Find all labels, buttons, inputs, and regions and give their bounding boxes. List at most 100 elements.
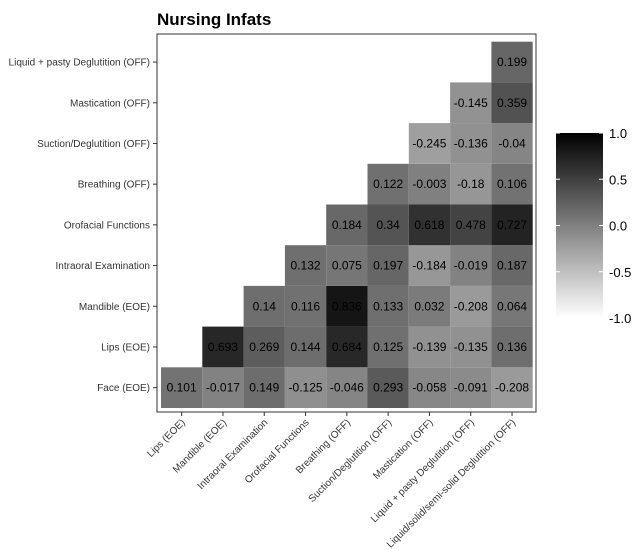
cell-value-label: 0.199 xyxy=(497,55,527,69)
heatmap-cell xyxy=(284,285,327,327)
y-tick-label: Breathing (OFF) xyxy=(78,180,150,191)
heatmap-cell xyxy=(450,123,492,164)
cell-value-label: 0.101 xyxy=(167,381,197,395)
heatmap-cell xyxy=(491,285,533,327)
heatmap-cell xyxy=(450,163,492,205)
heatmap-cell xyxy=(408,367,451,408)
cell-value-label: 0.116 xyxy=(291,299,320,313)
heatmap-cell xyxy=(367,285,409,327)
heatmap-cell xyxy=(326,367,368,408)
cell-value-label: 0.144 xyxy=(291,340,321,354)
cell-value-label: 0.125 xyxy=(373,340,403,354)
heatmap-cell xyxy=(450,285,492,327)
heatmap-cell xyxy=(367,326,409,368)
heatmap-cell xyxy=(450,82,492,124)
legend-tick-label: 0.0 xyxy=(609,219,627,234)
cell-value-label: -0.135 xyxy=(454,340,488,354)
legend-colorbar xyxy=(556,133,603,318)
cell-value-label: -0.136 xyxy=(454,136,488,150)
cell-value-label: -0.208 xyxy=(454,299,488,313)
heatmap-cell xyxy=(161,367,203,408)
cell-value-label: -0.003 xyxy=(412,177,446,191)
heatmap-cells: 0.101 -0.017 0.149 -0.125 -0.046 0.293 -0.058-… xyxy=(161,41,533,408)
legend-tick-label: -0.5 xyxy=(609,265,631,280)
heatmap-cell xyxy=(408,245,451,286)
cell-value-label: 0.836 xyxy=(332,299,362,313)
cell-value-label: 0.478 xyxy=(456,218,486,232)
cell-value-label: 0.34 xyxy=(376,218,400,232)
cell-value-label: 0.197 xyxy=(373,259,403,273)
cell-value-label: 0.269 xyxy=(249,340,279,354)
heatmap-cell xyxy=(367,367,409,408)
heatmap-cell xyxy=(450,367,492,408)
heatmap-cell xyxy=(284,367,327,408)
legend-tick-label: 1.0 xyxy=(609,126,627,141)
cell-value-label: -0.019 xyxy=(454,259,488,273)
cell-value-label: 0.122 xyxy=(373,177,403,191)
x-tick-label: Suction/Deglutition (OFF) xyxy=(307,417,395,505)
legend-tick-label: -1.0 xyxy=(609,311,631,326)
heatmap-cell xyxy=(202,367,244,408)
heatmap-cell xyxy=(491,41,533,83)
cell-value-label: 0.727 xyxy=(497,218,527,232)
x-tick-label: Intraoral Examination xyxy=(196,417,271,492)
cell-value-label: -0.04 xyxy=(498,136,526,150)
cell-value-label: 0.136 xyxy=(497,340,527,354)
y-tick-label: Face (EOE) xyxy=(97,383,150,394)
heatmap-cell xyxy=(408,285,451,327)
cell-value-label: 0.133 xyxy=(373,299,403,313)
heatmap-cell xyxy=(326,204,368,246)
y-tick-label: Mastication (OFF) xyxy=(70,98,150,109)
heatmap-cell xyxy=(367,204,409,246)
y-tick-label: Mandible (EOE) xyxy=(79,302,150,313)
chart-title: Nursing Infats xyxy=(157,10,271,29)
cell-value-label: 0.032 xyxy=(414,299,444,313)
cell-value-label: 0.684 xyxy=(332,340,362,354)
cell-value-label: 0.693 xyxy=(208,340,238,354)
heatmap-cell xyxy=(326,285,368,327)
heatmap-cell xyxy=(202,326,244,368)
heatmap-cell xyxy=(243,285,285,327)
y-tick-label: Orofacial Functions xyxy=(64,220,150,231)
heatmap-cell xyxy=(491,204,533,246)
x-tick-label: Lips (EOE) xyxy=(145,417,187,459)
cell-value-label: -0.091 xyxy=(454,381,488,395)
cell-value-label: 0.184 xyxy=(332,218,362,232)
cell-value-label: 0.359 xyxy=(497,96,527,110)
legend-tick-label: 0.5 xyxy=(609,172,627,187)
cell-value-label: 0.293 xyxy=(373,381,403,395)
heatmap-cell xyxy=(408,163,451,205)
heatmap-cell xyxy=(367,245,409,286)
cell-value-label: -0.145 xyxy=(454,96,488,110)
cell-value-label: -0.017 xyxy=(206,381,240,395)
cell-value-label: 0.106 xyxy=(497,177,527,191)
cell-value-label: -0.184 xyxy=(412,259,446,273)
cell-value-label: -0.058 xyxy=(412,381,446,395)
cell-value-label: 0.14 xyxy=(253,299,277,313)
y-tick-label: Intraoral Examination xyxy=(56,261,151,272)
heatmap-cell xyxy=(491,245,533,286)
heatmap-cell xyxy=(450,245,492,286)
heatmap-cell xyxy=(408,123,451,164)
cell-value-label: -0.139 xyxy=(412,340,446,354)
heatmap-cell xyxy=(243,367,285,408)
heatmap-cell xyxy=(326,326,368,368)
cell-value-label: 0.064 xyxy=(497,299,527,313)
y-tick-label: Lips (EOE) xyxy=(101,342,150,353)
heatmap-cell xyxy=(450,204,492,246)
heatmap-cell xyxy=(491,82,533,124)
heatmap-cell xyxy=(491,326,533,368)
cell-value-label: -0.046 xyxy=(330,381,364,395)
heatmap-cell xyxy=(450,326,492,368)
heatmap-cell xyxy=(491,367,533,408)
y-tick-label: Suction/Deglutition (OFF) xyxy=(37,139,150,150)
cell-value-label: -0.18 xyxy=(457,177,485,191)
cell-value-label: 0.618 xyxy=(414,218,444,232)
heatmap-cell xyxy=(326,245,368,286)
y-axis: Face (EOE) Lips (EOE) Mandible (EOE) Intrao… xyxy=(9,58,157,394)
x-axis: Lips (EOE)Mandible (EOE)Intraoral Examin… xyxy=(145,412,518,550)
heatmap-cell xyxy=(491,123,533,164)
cell-value-label: 0.075 xyxy=(332,259,362,273)
cell-value-label: -0.125 xyxy=(289,381,323,395)
